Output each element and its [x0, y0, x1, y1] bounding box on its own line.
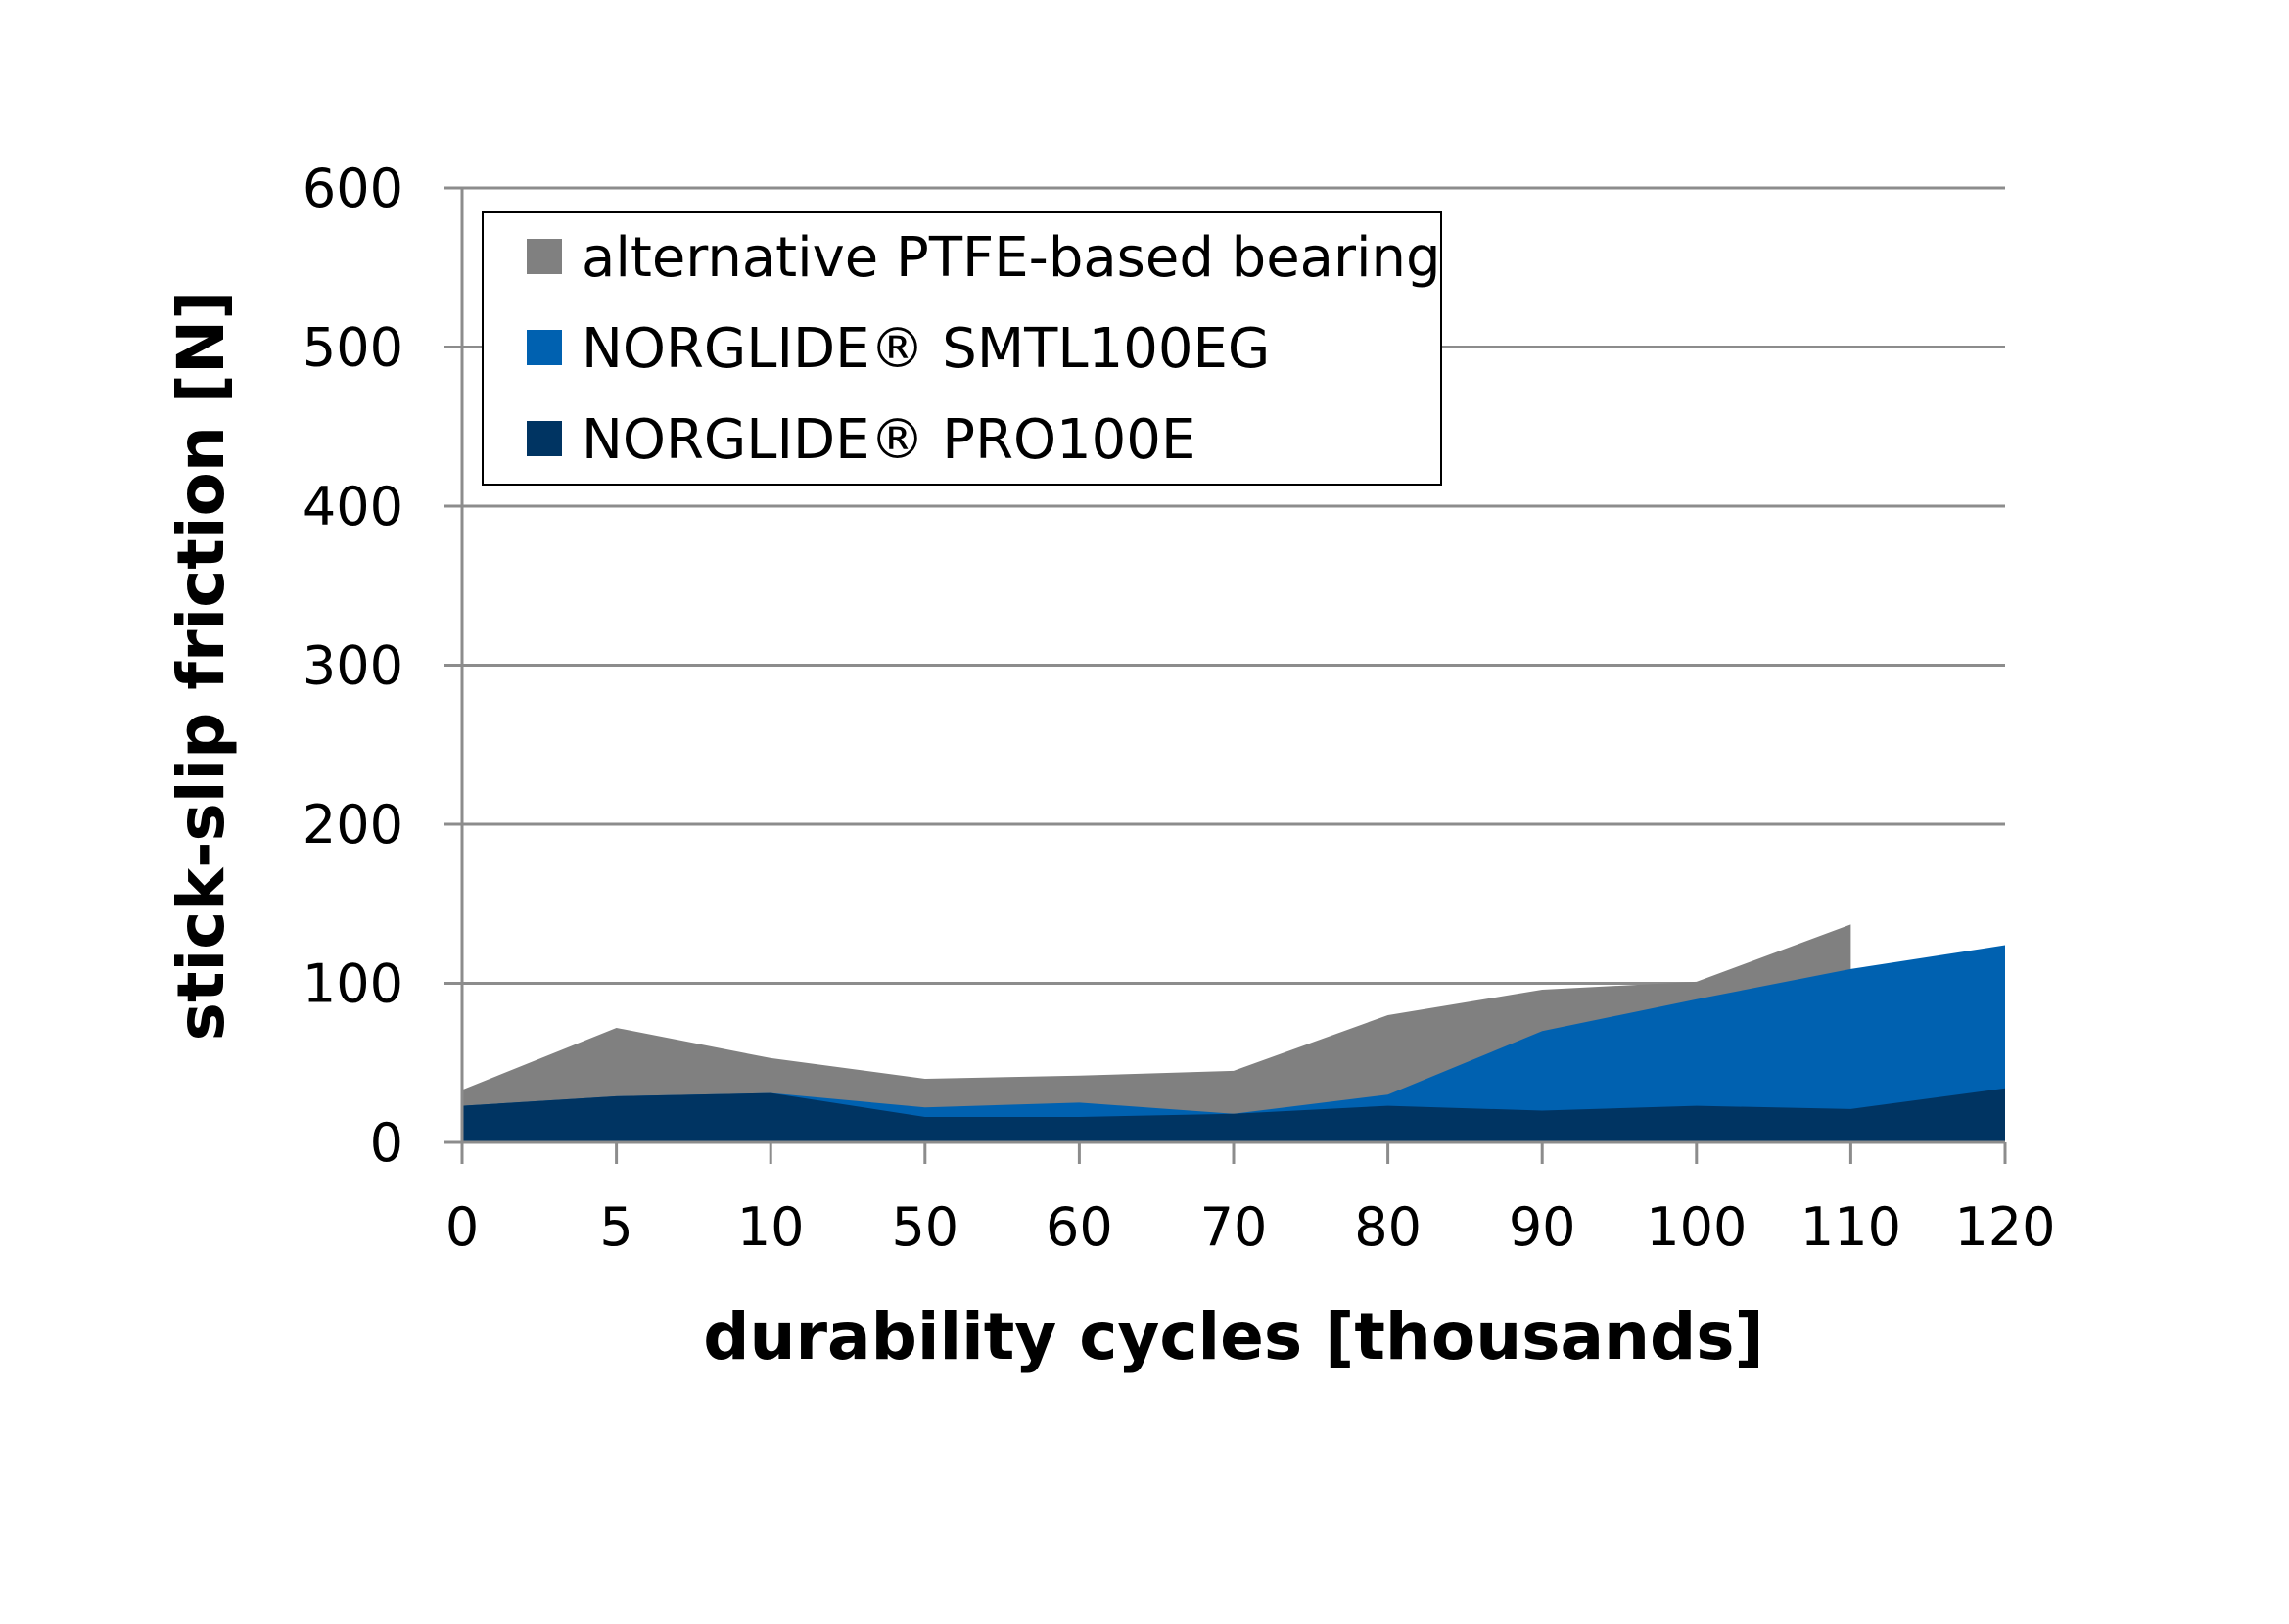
legend-swatch [527, 421, 562, 456]
legend-swatch [527, 330, 562, 365]
y-tick-labels: 0 100 200 300 400 500 600 [303, 158, 403, 1174]
axes [444, 186, 2007, 1164]
y-tick-label: 100 [303, 953, 403, 1015]
x-tick-labels: 0 5 10 50 60 70 80 90 100 110 120 [445, 1196, 2056, 1258]
y-tick-label: 0 [370, 1112, 403, 1174]
x-tick-label: 90 [1509, 1196, 1576, 1258]
y-tick-label: 600 [303, 158, 403, 219]
series-area [462, 1088, 2005, 1142]
x-tick-label: 60 [1046, 1196, 1113, 1258]
series-area [462, 945, 2005, 1142]
y-axis-title: stick-slip friction [N] [164, 291, 239, 1042]
x-tick-label: 100 [1646, 1196, 1747, 1258]
x-tick-label: 50 [891, 1196, 958, 1258]
series-areas [462, 924, 2005, 1142]
legend-label: NORGLIDE® SMTL100EG [582, 317, 1270, 381]
x-axis-title: durability cycles [thousands] [703, 1299, 1763, 1374]
y-tick-label: 200 [303, 794, 403, 856]
y-tick-label: 400 [303, 476, 403, 537]
legend-label: alternative PTFE-based bearing [582, 226, 1441, 290]
legend-box [482, 211, 1442, 486]
legend-swatch [527, 239, 562, 274]
legend-label: NORGLIDE® PRO100E [582, 408, 1195, 472]
x-tick-label: 5 [599, 1196, 632, 1258]
x-tick-label: 0 [445, 1196, 479, 1258]
x-tick-label: 120 [1954, 1196, 2055, 1258]
x-tick-label: 70 [1200, 1196, 1268, 1258]
x-tick-label: 10 [737, 1196, 805, 1258]
y-tick-label: 500 [303, 317, 403, 379]
x-tick-label: 110 [1800, 1196, 1901, 1258]
y-tick-label: 300 [303, 635, 403, 697]
legend: alternative PTFE-based bearing NORGLIDE® … [482, 211, 1442, 486]
x-tick-label: 80 [1354, 1196, 1422, 1258]
